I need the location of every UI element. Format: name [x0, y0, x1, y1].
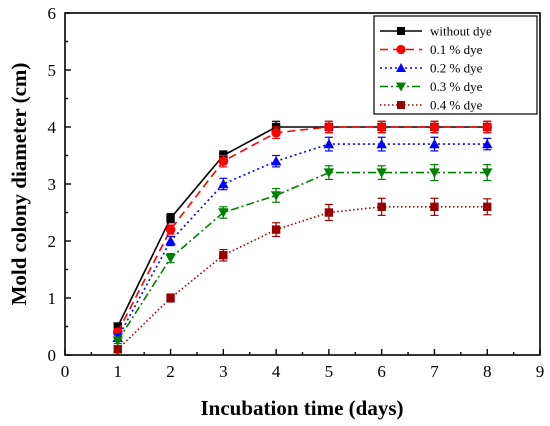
data-point	[218, 156, 229, 166]
x-tick-label: 7	[430, 362, 439, 381]
x-tick-label: 8	[483, 362, 492, 381]
data-point	[481, 138, 493, 149]
data-point	[270, 191, 282, 201]
legend-entry: 0.1 % dye	[380, 42, 483, 57]
y-tick-label: 3	[48, 175, 57, 194]
legend-label: 0.3 % dye	[430, 79, 483, 94]
legend-entry: 0.3 % dye	[380, 79, 483, 94]
y-tick-label: 6	[48, 4, 57, 23]
data-point	[376, 122, 387, 132]
data-point	[483, 202, 492, 211]
legend-label: 0.1 % dye	[430, 42, 483, 57]
data-point	[323, 168, 335, 178]
x-tick-label: 9	[536, 362, 545, 381]
data-point	[397, 101, 405, 109]
data-point	[430, 202, 439, 211]
data-point	[219, 251, 228, 260]
y-tick-label: 2	[48, 232, 57, 251]
series-line	[117, 126, 488, 333]
data-point	[482, 122, 493, 132]
x-tick-label: 0	[61, 362, 70, 381]
x-tick-label: 1	[114, 362, 123, 381]
series-5	[113, 197, 492, 354]
legend-label: 0.2 % dye	[430, 61, 483, 76]
y-tick-label: 0	[48, 346, 57, 365]
x-tick-label: 4	[272, 362, 281, 381]
series-2	[112, 120, 493, 338]
data-point	[323, 138, 335, 149]
legend-label: 0.4 % dye	[430, 98, 483, 113]
data-point	[376, 138, 387, 149]
x-tick-label: 2	[166, 362, 175, 381]
plot-area	[112, 120, 493, 354]
legend-entry: 0.4 % dye	[380, 98, 483, 113]
data-point	[429, 138, 440, 149]
y-tick-label: 5	[48, 61, 57, 80]
data-point	[324, 122, 334, 132]
data-point	[113, 345, 122, 354]
legend-entry: 0.2 % dye	[380, 61, 483, 76]
series-line	[117, 206, 488, 350]
data-point	[271, 225, 281, 234]
legend-entry: without dye	[380, 24, 492, 39]
data-point	[429, 122, 440, 132]
series-4	[112, 164, 493, 346]
x-axis-title: Incubation time (days)	[200, 396, 403, 420]
data-point	[112, 336, 124, 346]
y-tick-label: 4	[48, 118, 57, 137]
data-point	[165, 253, 176, 264]
data-point	[165, 224, 176, 235]
data-point	[218, 178, 229, 189]
series-3	[112, 136, 493, 343]
y-axis-title: Mold colony diameter (cm)	[7, 63, 31, 306]
data-point	[271, 127, 281, 138]
data-point	[165, 235, 176, 246]
data-point	[396, 82, 406, 92]
y-tick-label: 1	[48, 289, 57, 308]
ticks: 0 1 2 3 4 5 6 7 8 9 0 1 2 3 4 5 6	[48, 4, 545, 381]
data-point	[377, 202, 386, 211]
data-point	[324, 208, 334, 217]
data-point	[376, 168, 387, 178]
data-point	[396, 63, 406, 72]
x-tick-label: 3	[219, 362, 228, 381]
data-point	[397, 27, 405, 35]
x-tick-label: 5	[325, 362, 334, 381]
data-point	[270, 155, 282, 166]
x-tick-label: 6	[377, 362, 386, 381]
legend-label: without dye	[430, 24, 492, 39]
series-line	[117, 171, 488, 342]
data-point	[396, 44, 406, 55]
legend: without dye 0.1 % dye 0.2 % dye 0.3 % dye 0.…	[373, 15, 538, 115]
data-point	[113, 322, 122, 331]
data-point	[166, 214, 175, 223]
data-point	[429, 168, 440, 178]
data-point	[481, 168, 493, 178]
data-point	[166, 293, 175, 303]
data-point	[218, 208, 229, 218]
series-line	[117, 126, 488, 327]
